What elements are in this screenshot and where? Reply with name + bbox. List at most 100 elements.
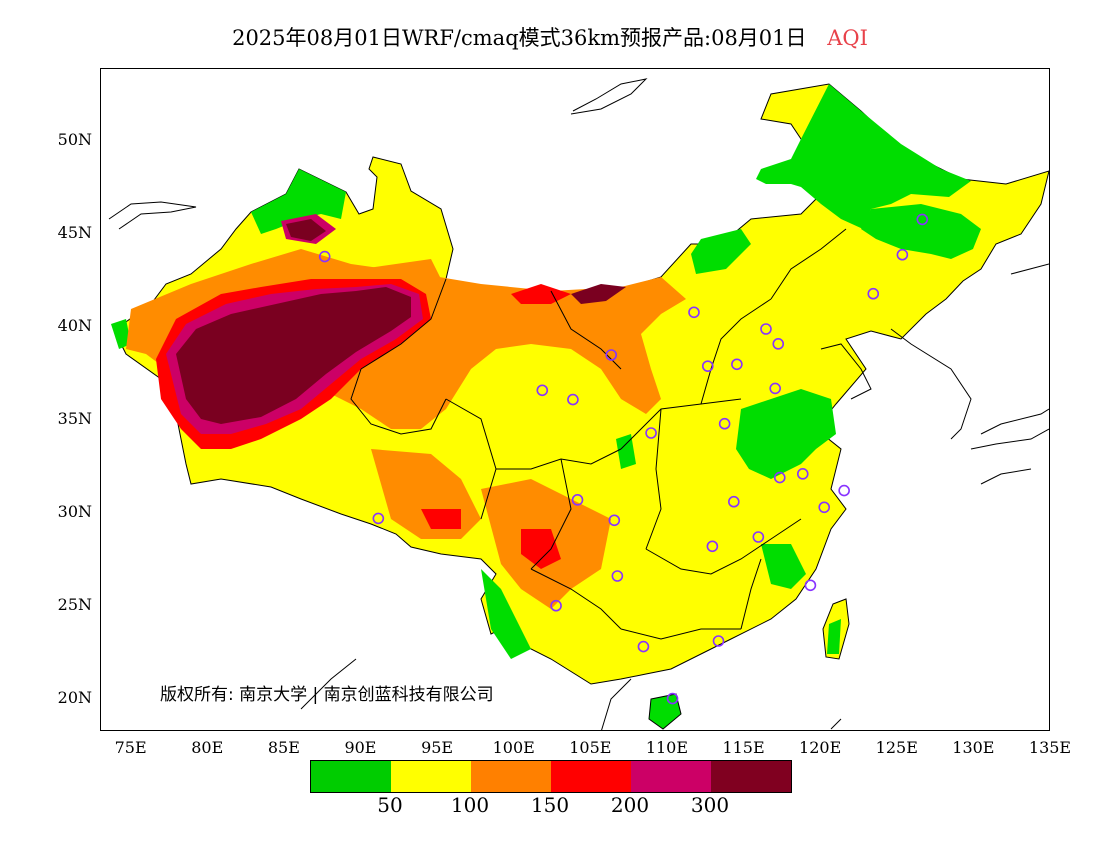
station-marker [567,393,579,406]
longitude-label: 130E [952,738,995,757]
hainan-landmass [648,693,682,730]
aqi-zone-dzungaria-hazardous [286,219,326,241]
legend-color-box [471,761,551,792]
copyright-notice: 版权所有: 南京大学 | 南京创蓝科技有限公司 [160,685,494,705]
aqi-zone-altay-good [251,169,346,234]
aqi-zone-sichuan-red [521,529,561,569]
longitude-label: 100E [492,738,535,757]
station-marker [608,514,621,527]
aqi-zone-northeast-good [756,84,971,229]
legend-color-box [631,761,711,792]
province-border-hubei [645,408,662,550]
station-marker [773,471,786,484]
aqi-zone-nmg-good [691,229,751,274]
aqi-legend [310,760,792,793]
legend-tick-label: 200 [610,793,650,817]
province-border-hebei [700,298,772,405]
province-border-guizhou [530,568,622,630]
station-marker [372,512,385,525]
province-border-xinjiang [360,278,447,370]
legend-color-box [551,761,631,792]
station-marker [760,323,772,335]
aqi-map[interactable] [101,69,1050,731]
kazakh-border [108,201,197,230]
legend-tick-label: 100 [450,793,490,817]
japan-coast-a [980,408,1049,435]
station-marker [916,213,929,226]
aqi-field-layer [111,83,1049,730]
aqi-zone-gansu-hazardous [571,284,626,304]
station-marker [731,358,743,371]
taiwan-good-zone [827,619,841,654]
station-marker [701,360,714,372]
station-marker [752,531,765,543]
title-variable: AQI [827,26,868,50]
station-marker [796,468,809,480]
latitude-label: 30N [57,501,92,521]
latitude-label: 45N [57,223,92,243]
philippine-coast [830,718,842,730]
latitude-label: 50N [57,130,92,150]
aqi-zone-west-good [111,319,131,349]
aqi-zone-jiangsu-good [736,389,836,479]
province-borders-layer [108,78,1049,730]
longitude-label: 95E [421,738,454,757]
lake-baikal-outline [570,78,648,115]
province-border-guangxi [620,628,741,640]
longitude-label: 125E [875,738,918,757]
map-title: 2025年08月01日WRF/cmaq模式36km预报产品:08月01日 AQI [0,22,1100,52]
aqi-zone-tibet-red [421,509,461,529]
province-border-hunan [645,518,802,575]
japan-coast-c [980,468,1032,485]
province-border-qinghai [350,368,447,435]
station-marker [706,540,719,553]
province-border-sichuan [530,458,572,570]
latitude-label: 25N [57,594,92,614]
longitude-label: 80E [191,738,224,757]
province-border-gansu [445,398,497,520]
station-marker [318,250,331,263]
station-marker [605,349,618,361]
legend-color-box [311,761,391,792]
station-marker [804,579,817,592]
longitude-label: 85E [267,738,300,757]
station-marker [896,248,909,261]
station-marker [571,494,584,506]
korea-peninsula-coast [890,328,972,440]
station-marker [728,495,740,508]
station-marker [867,287,880,300]
aqi-zone-yunnan-good [481,569,531,659]
station-marker [645,427,657,439]
aqi-zone-hubei-good [616,434,636,469]
longitude-label: 75E [114,738,147,757]
title-product: 2025年08月01日WRF/cmaq模式36km预报产品:08月01日 [232,26,807,50]
legend-tick-label: 300 [690,793,730,817]
map-frame[interactable] [100,68,1050,731]
legend-color-box [711,761,791,792]
japan-coast-b [970,428,1049,450]
station-marker [637,640,650,653]
station-marker [611,570,624,582]
station-marker [769,382,781,395]
latitude-label: 40N [57,316,92,336]
aqi-zone-fujian-good [761,544,806,589]
south-asia-coast [300,658,357,710]
aqi-zone-heilongjiang-good [861,204,981,259]
longitude-label: 120E [799,738,842,757]
aqi-zone-inner-mongolia-red [511,284,571,304]
legend-tick-label: 150 [530,793,570,817]
korea-border [820,343,872,400]
vietnam-coast [601,678,632,730]
station-marker [688,306,700,319]
station-marker [550,599,562,612]
longitude-label: 135E [1028,738,1072,757]
sakhalin-coast [1010,263,1049,275]
longitude-label: 115E [722,738,765,757]
station-marker [712,635,725,647]
province-border-ningxia [550,290,622,370]
longitude-label: 105E [569,738,612,757]
station-marker [718,417,731,430]
latitude-label: 20N [57,687,92,707]
station-marker [838,484,850,497]
station-marker [772,338,785,350]
